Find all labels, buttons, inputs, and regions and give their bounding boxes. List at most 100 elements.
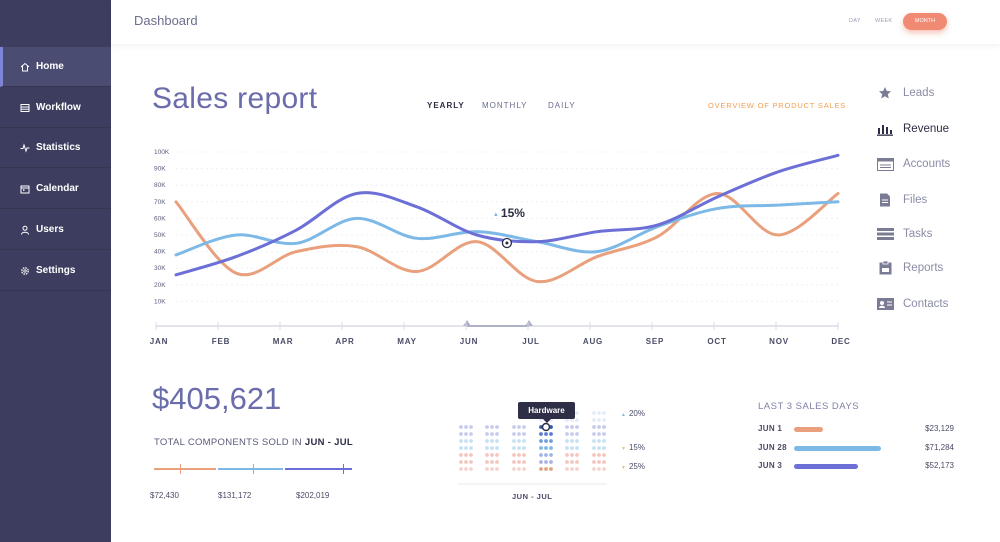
tab-daily[interactable]: DAILY (548, 101, 576, 110)
series-line-1 (174, 153, 840, 277)
sidebar-item-workflow[interactable]: Workflow (0, 88, 111, 128)
segment-value-2: $131,172 (218, 491, 252, 500)
sidebar-item-users[interactable]: Users (0, 210, 111, 250)
matrix-dot (592, 425, 596, 429)
matrix-dot (544, 467, 548, 471)
matrix-dot (517, 467, 521, 471)
total-period: JUN - JUL (304, 437, 354, 448)
matrix-dot (517, 425, 521, 429)
annotation-label: 15% (501, 206, 525, 220)
matrix-dot (565, 432, 569, 436)
percent-25: ▼ 25% (621, 462, 645, 471)
range-week-button[interactable]: WEEK (875, 18, 893, 24)
menu-item-tasks[interactable]: Tasks (876, 225, 976, 243)
y-tick-label: 10K (154, 298, 166, 305)
matrix-dot (602, 453, 606, 457)
matrix-dot (597, 432, 601, 436)
matrix-dot (575, 446, 579, 450)
percent-label: 20% (628, 409, 645, 418)
segment-tick-3 (343, 464, 344, 474)
sidebar-item-settings[interactable]: Settings (0, 251, 111, 291)
menu-item-reports[interactable]: Reports (876, 259, 976, 277)
matrix-dot (539, 453, 543, 457)
matrix-dot (459, 460, 463, 464)
matrix-dot (522, 460, 526, 464)
range-day-button[interactable]: DAY (849, 18, 861, 24)
menu-item-label: Revenue (903, 123, 950, 135)
y-tick-label: 50K (154, 232, 166, 239)
matrix-dot (522, 439, 526, 443)
users-icon (21, 225, 29, 235)
statistics-icon (20, 142, 30, 153)
dot-matrix-chart (458, 411, 607, 485)
segment-tick-1 (180, 464, 181, 474)
x-tick-label: SEP (646, 337, 664, 346)
matrix-dot (539, 467, 543, 471)
x-tick-label: OCT (707, 337, 726, 346)
y-tick-label: 100K (154, 149, 170, 156)
tab-monthly[interactable]: MONTHLY (482, 101, 528, 110)
y-tick-label: 70K (154, 199, 166, 206)
matrix-dot (570, 425, 574, 429)
matrix-dot (597, 460, 601, 464)
overview-link[interactable]: OVERVIEW OF PRODUCT SALES (708, 101, 847, 110)
tab-yearly[interactable]: YEARLY (427, 101, 465, 110)
matrix-dot (495, 467, 499, 471)
sidebar-item-statistics[interactable]: Statistics (0, 128, 111, 168)
range-handle-right[interactable] (525, 320, 533, 326)
matrix-dot (464, 432, 468, 436)
annotation-marker-dot (505, 241, 509, 245)
matrix-dot (485, 425, 489, 429)
matrix-dot (575, 425, 579, 429)
menu-item-contacts[interactable]: Contacts (876, 295, 976, 313)
sale-amount: $52,173 (925, 461, 954, 470)
percent-20: ▲ 20% (621, 409, 645, 418)
triangle-up-icon: ▲ (493, 212, 499, 218)
y-tick-label: 40K (154, 249, 166, 256)
matrix-dot (490, 460, 494, 464)
segment-tick-2 (253, 464, 254, 474)
matrix-dot (485, 460, 489, 464)
matrix-dot (544, 446, 548, 450)
matrix-dot (575, 439, 579, 443)
x-tick-label: MAY (397, 337, 416, 346)
sidebar-item-label: Statistics (36, 142, 81, 153)
hardware-tooltip: Hardware (518, 402, 575, 423)
menu-item-accounts[interactable]: Accounts (876, 155, 976, 173)
matrix-dot (522, 432, 526, 436)
matrix-dot (602, 432, 606, 436)
menu-item-revenue[interactable]: Revenue (876, 120, 976, 138)
matrix-dot (512, 453, 516, 457)
matrix-dot (495, 439, 499, 443)
range-handle-left[interactable] (463, 320, 471, 326)
triangle-down-icon: ▼ (621, 465, 626, 471)
matrix-dot (570, 453, 574, 457)
menu-item-leads[interactable]: Leads (876, 84, 976, 102)
top-header: Dashboard DAY WEEK MONTH (111, 0, 1000, 44)
matrix-dot (485, 467, 489, 471)
sale-date: JUN 3 (758, 461, 783, 470)
matrix-dot (602, 418, 606, 422)
sale-date: JUN 28 (758, 443, 787, 452)
matrix-dot (570, 432, 574, 436)
matrix-dot (597, 446, 601, 450)
matrix-dot (592, 446, 596, 450)
range-month-button[interactable]: MONTH (903, 13, 947, 30)
sidebar-item-label: Home (36, 61, 64, 72)
matrix-dot (592, 467, 596, 471)
matrix-dot (597, 411, 601, 415)
matrix-dot (602, 460, 606, 464)
matrix-dot (539, 418, 543, 422)
workflow-icon (20, 103, 30, 112)
selected-dot-marker[interactable] (541, 422, 551, 432)
sidebar-item-home[interactable]: Home (0, 47, 111, 87)
sale-row: JUN 1 $23,129 (758, 424, 954, 436)
matrix-dot (485, 432, 489, 436)
menu-item-files[interactable]: Files (876, 191, 976, 209)
matrix-dot (575, 467, 579, 471)
sidebar-item-label: Workflow (36, 102, 81, 113)
matrix-dot (469, 432, 473, 436)
matrix-dot (592, 439, 596, 443)
percent-15: ▼ 15% (621, 443, 645, 452)
sidebar-item-calendar[interactable]: Calendar (0, 169, 111, 209)
